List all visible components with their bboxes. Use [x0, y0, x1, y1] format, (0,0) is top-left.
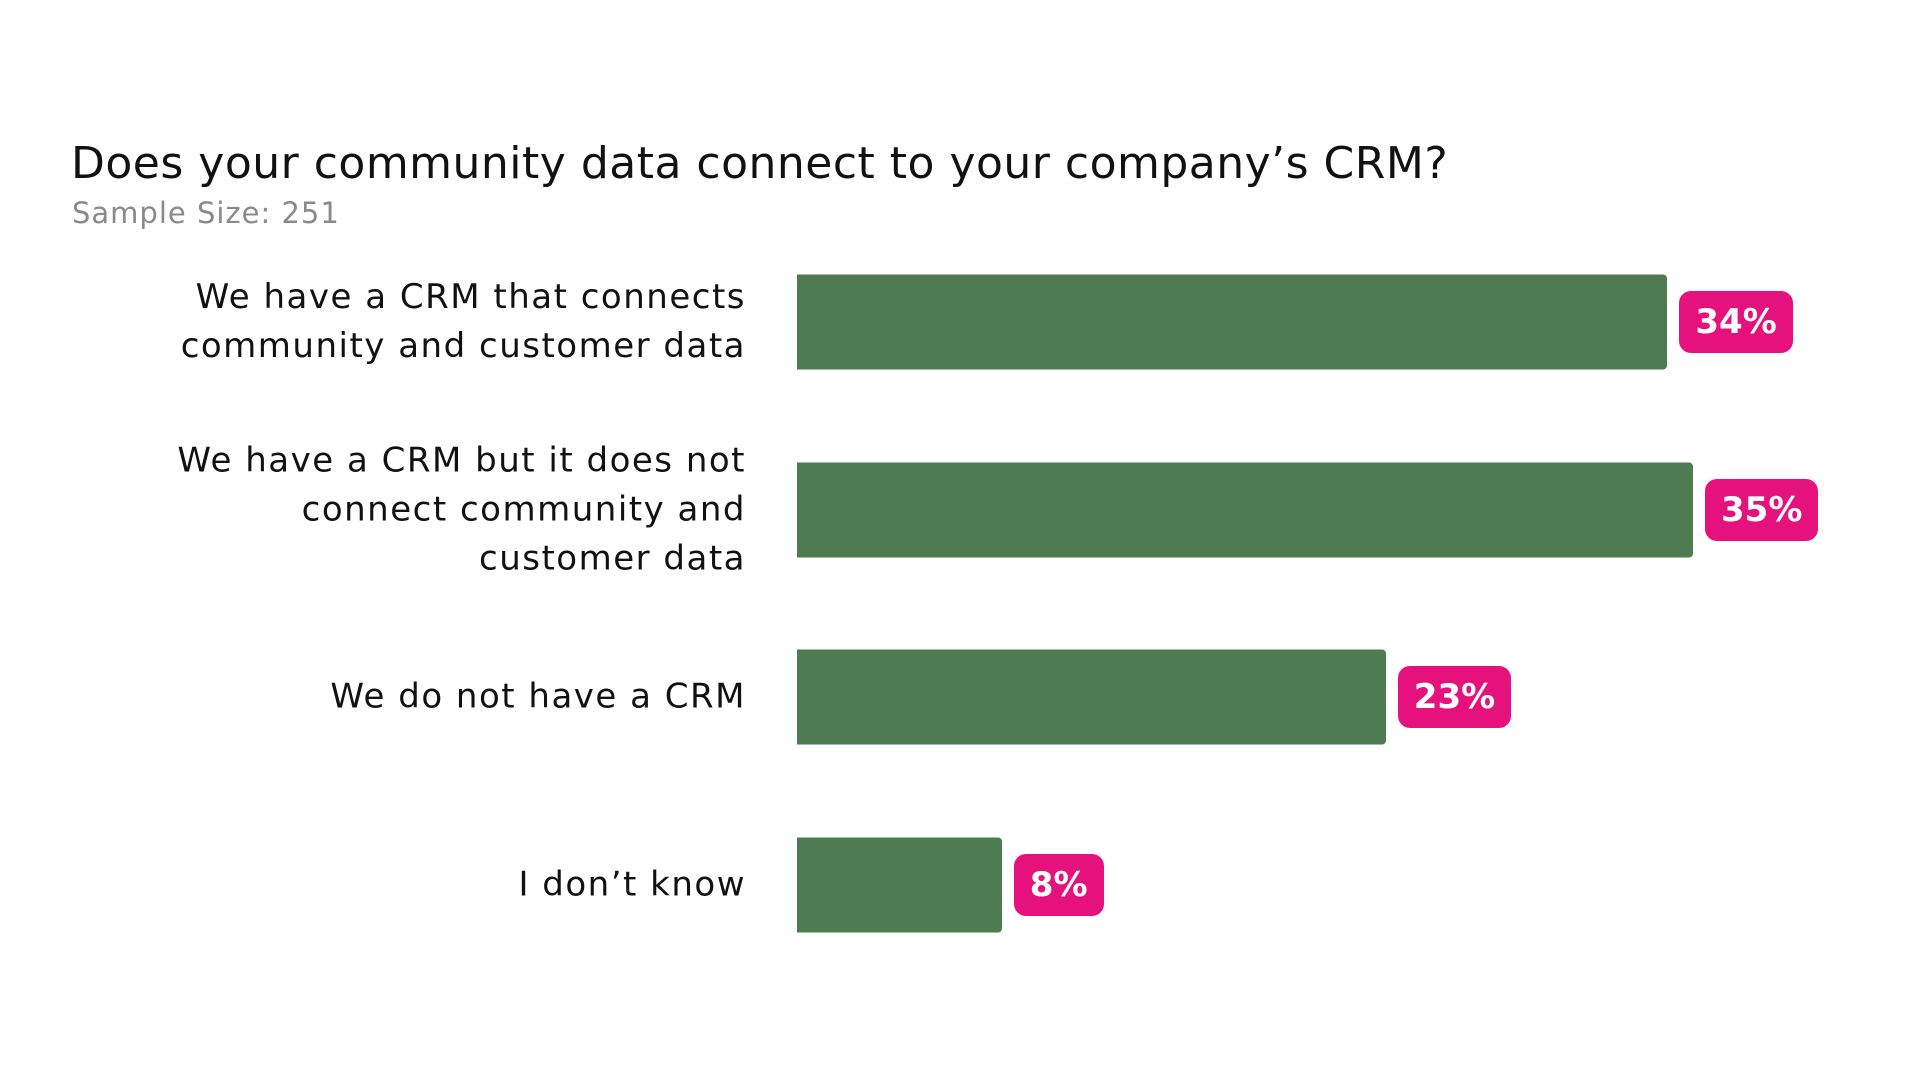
category-label: We have a CRM but it does not connect co…: [177, 440, 746, 578]
category-label: We do not have a CRM: [330, 676, 746, 717]
value-label: 35%: [1705, 478, 1819, 541]
chart-subtitle: Sample Size: 251: [72, 196, 340, 230]
bar: [797, 462, 1693, 557]
chart-title: Does your community data connect to your…: [71, 138, 1449, 189]
bar: [797, 274, 1668, 370]
bar: [797, 649, 1386, 745]
value-label: 34%: [1679, 291, 1793, 353]
value-label: 8%: [1013, 853, 1104, 916]
bar: [797, 837, 1002, 932]
category-label: We have a CRM that connects community an…: [180, 277, 746, 366]
value-label: 23%: [1397, 666, 1512, 728]
category-label: I don’t know: [518, 864, 746, 904]
